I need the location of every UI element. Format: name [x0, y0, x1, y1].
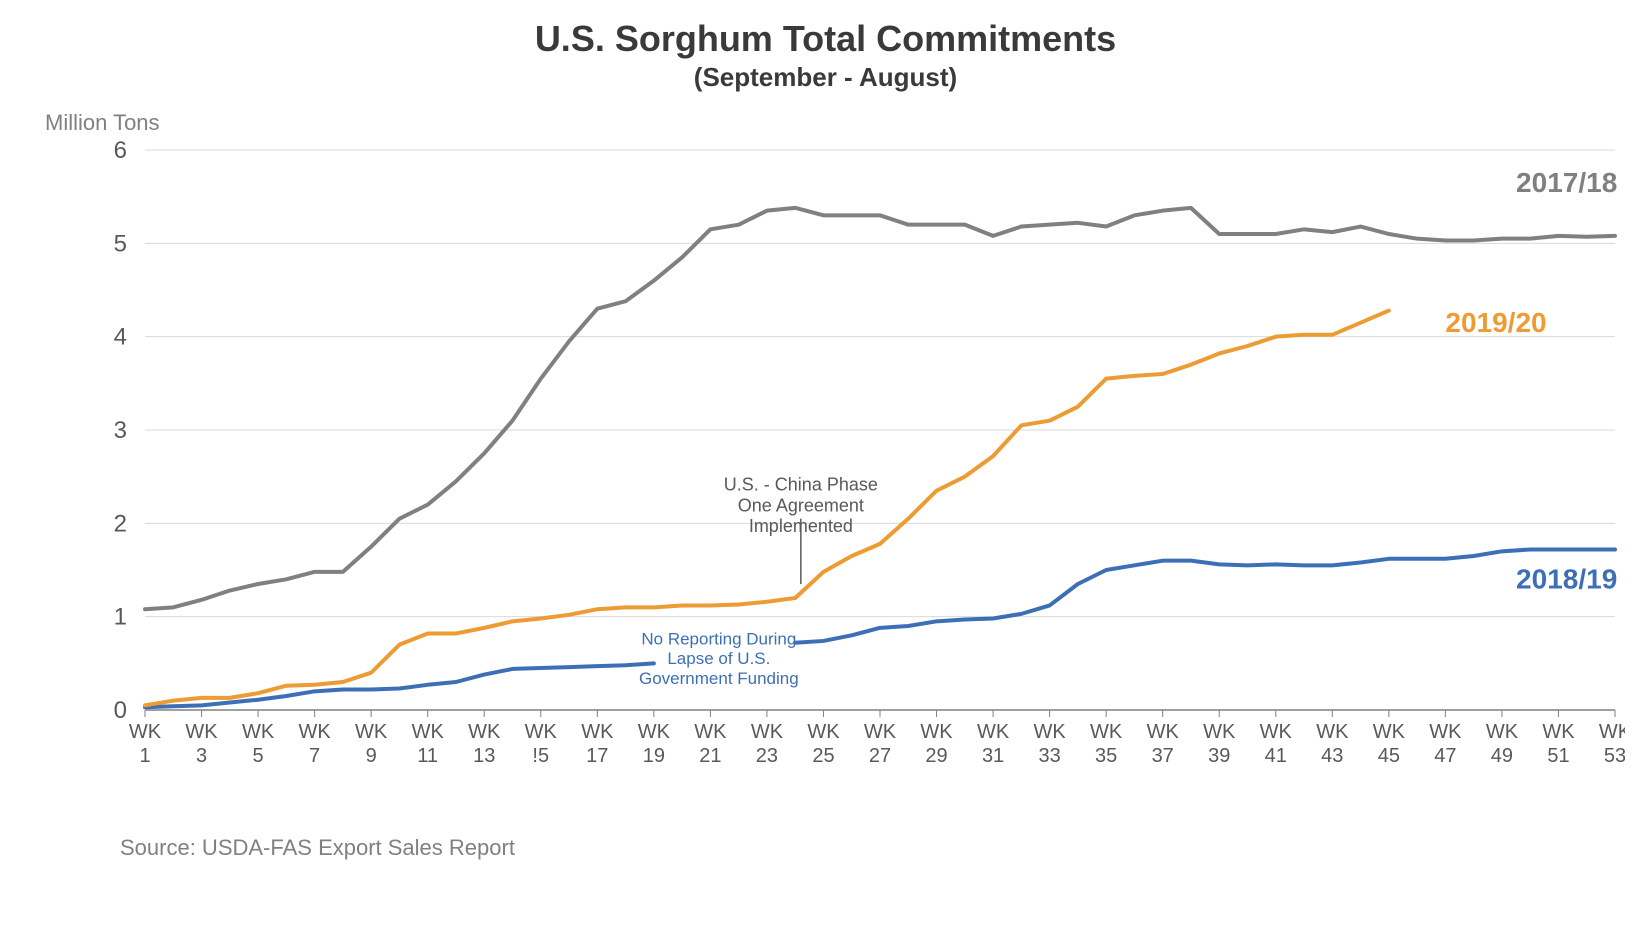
xtick-prefix: WK: [1090, 721, 1123, 743]
ytick-label: 2: [114, 510, 127, 537]
xtick-prefix: WK: [977, 721, 1010, 743]
plot-area: 0123456WK1WK3WK5WK7WK9WK11WK13WK!5WK17WK…: [105, 140, 1625, 780]
xtick-prefix: WK: [1429, 721, 1462, 743]
xtick-prefix: WK: [694, 721, 727, 743]
xtick-number: 41: [1265, 745, 1287, 767]
xtick-prefix: WK: [355, 721, 388, 743]
chart-container: U.S. Sorghum Total Commitments (Septembe…: [0, 0, 1651, 926]
ytick-label: 5: [114, 230, 127, 257]
xtick-prefix: WK: [468, 721, 501, 743]
xtick-number: 23: [756, 745, 778, 767]
xtick-number: 53: [1604, 745, 1625, 767]
xtick-prefix: WK: [299, 721, 332, 743]
ytick-label: 1: [114, 604, 127, 631]
xtick-prefix: WK: [1147, 721, 1180, 743]
xtick-number: 3: [196, 745, 207, 767]
xtick-number: 11: [417, 745, 438, 767]
xtick-prefix: WK: [525, 721, 558, 743]
annotation-text: Lapse of U.S.: [667, 649, 770, 668]
chart-svg: 0123456WK1WK3WK5WK7WK9WK11WK13WK!5WK17WK…: [105, 140, 1625, 780]
xtick-prefix: WK: [864, 721, 897, 743]
source-text: Source: USDA-FAS Export Sales Report: [120, 835, 515, 861]
xtick-prefix: WK: [1203, 721, 1236, 743]
xtick-number: 27: [869, 745, 891, 767]
xtick-number: 47: [1434, 745, 1456, 767]
xtick-prefix: WK: [638, 721, 671, 743]
xtick-number: !5: [532, 745, 549, 767]
xtick-number: 7: [309, 745, 320, 767]
xtick-prefix: WK: [751, 721, 784, 743]
xtick-prefix: WK: [1486, 721, 1519, 743]
ytick-label: 6: [114, 140, 127, 164]
series-line-2017-18: [145, 208, 1615, 609]
xtick-number: 13: [473, 745, 495, 767]
annotation-text: No Reporting During: [641, 630, 796, 649]
xtick-prefix: WK: [129, 721, 162, 743]
xtick-number: 45: [1378, 745, 1400, 767]
ytick-label: 4: [114, 324, 127, 351]
xtick-number: 5: [253, 745, 264, 767]
xtick-number: 17: [586, 745, 608, 767]
chart-subtitle: (September - August): [0, 62, 1651, 93]
xtick-number: 21: [699, 745, 721, 767]
xtick-prefix: WK: [412, 721, 445, 743]
xtick-number: 33: [1038, 745, 1060, 767]
xtick-number: 43: [1321, 745, 1343, 767]
series-label: 2019/20: [1445, 307, 1546, 338]
xtick-prefix: WK: [1373, 721, 1406, 743]
xtick-number: 31: [982, 745, 1004, 767]
series-line-2018-19: [795, 549, 1615, 642]
xtick-number: 1: [139, 745, 150, 767]
xtick-prefix: WK: [1599, 721, 1625, 743]
xtick-prefix: WK: [1542, 721, 1575, 743]
xtick-number: 29: [925, 745, 947, 767]
series-line-2018-19: [145, 663, 654, 707]
xtick-number: 9: [366, 745, 377, 767]
series-label: 2017/18: [1516, 167, 1617, 198]
xtick-prefix: WK: [185, 721, 218, 743]
ytick-label: 3: [114, 417, 127, 444]
xtick-number: 25: [812, 745, 834, 767]
ytick-label: 0: [114, 697, 127, 724]
xtick-number: 39: [1208, 745, 1230, 767]
xtick-prefix: WK: [1034, 721, 1067, 743]
xtick-prefix: WK: [1260, 721, 1293, 743]
xtick-number: 37: [1152, 745, 1174, 767]
chart-title: U.S. Sorghum Total Commitments: [0, 18, 1651, 60]
annotation-text: One Agreement: [738, 495, 864, 515]
xtick-number: 51: [1547, 745, 1569, 767]
xtick-prefix: WK: [242, 721, 275, 743]
xtick-number: 35: [1095, 745, 1117, 767]
xtick-number: 49: [1491, 745, 1513, 767]
annotation-text: U.S. - China Phase: [724, 475, 878, 495]
xtick-prefix: WK: [920, 721, 953, 743]
xtick-prefix: WK: [1316, 721, 1349, 743]
xtick-prefix: WK: [581, 721, 614, 743]
yaxis-title: Million Tons: [45, 110, 160, 136]
xtick-prefix: WK: [807, 721, 840, 743]
series-label: 2018/19: [1516, 564, 1617, 595]
xtick-number: 19: [643, 745, 665, 767]
annotation-text: Government Funding: [639, 669, 799, 688]
